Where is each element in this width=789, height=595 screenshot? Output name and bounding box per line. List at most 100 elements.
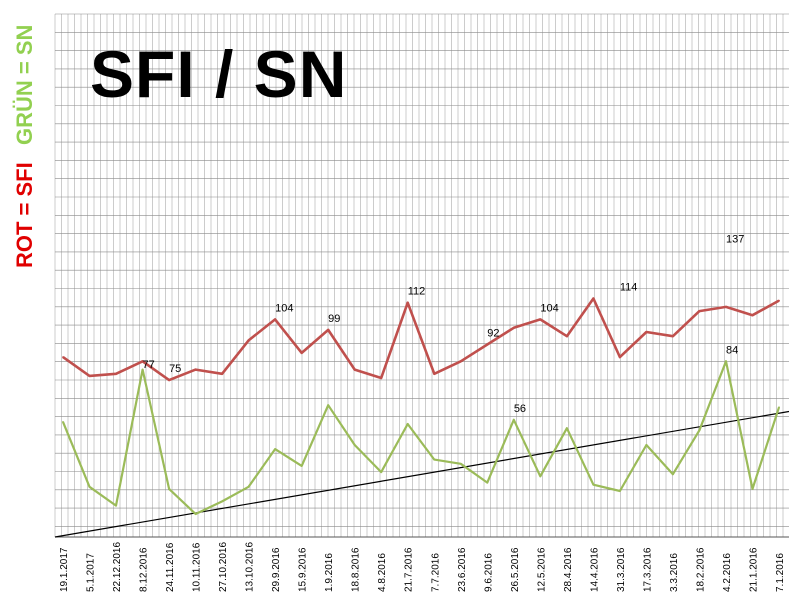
- x-tick-label: 5.1.2017: [86, 553, 97, 592]
- x-tick-label: 4.8.2016: [377, 553, 388, 592]
- data-point-sfi: [327, 328, 330, 331]
- data-point-sn: [672, 473, 674, 476]
- data-point-sn: [778, 406, 780, 409]
- data-label: 75: [169, 363, 181, 375]
- data-point-sfi: [406, 301, 409, 304]
- data-point-sn: [88, 485, 91, 488]
- x-tick-label: 12.5.2016: [536, 547, 547, 592]
- x-tick-label: 18.8.2016: [351, 547, 362, 592]
- x-tick-label: 21.7.2016: [404, 547, 415, 592]
- data-point-sn: [406, 423, 409, 425]
- data-point-sfi: [618, 356, 621, 358]
- x-tick-label: 22.12.2016: [112, 542, 123, 592]
- data-point-sn: [751, 487, 754, 490]
- data-label: 104: [540, 302, 558, 314]
- sn-legend-label: GRÜN = SN: [12, 24, 37, 145]
- x-tick-label: 10.11.2016: [192, 542, 203, 592]
- data-point-sn: [698, 429, 701, 432]
- data-point-sfi: [247, 339, 250, 342]
- data-point-sn: [327, 404, 330, 407]
- series-sn: [61, 360, 781, 516]
- data-point-sfi: [725, 305, 727, 308]
- data-point-sn: [353, 444, 356, 446]
- data-point-sfi: [88, 375, 91, 377]
- series-line-sfi: [62, 297, 780, 382]
- data-point-sn: [115, 504, 117, 507]
- data-point-sfi: [194, 368, 197, 371]
- data-point-sn: [62, 421, 64, 423]
- x-tick-label: 4.2.2016: [722, 553, 733, 592]
- sfi-legend-label: ROT = SFI: [12, 162, 37, 268]
- data-point-sfi: [141, 360, 144, 363]
- data-point-sn: [486, 481, 489, 484]
- x-tick-label: 31.3.2016: [616, 547, 627, 592]
- data-point-sfi: [645, 331, 648, 333]
- data-point-sfi: [168, 379, 170, 381]
- data-point-sn: [459, 462, 462, 465]
- data-label: 114: [620, 282, 638, 294]
- data-point-sn: [512, 418, 515, 421]
- x-tick-label: 18.2.2016: [695, 547, 706, 592]
- data-point-sfi: [433, 372, 436, 375]
- series-line-sn: [61, 360, 781, 516]
- data-label: 84: [726, 344, 738, 356]
- data-point-sfi: [539, 318, 542, 321]
- data-point-sfi: [62, 356, 64, 358]
- data-point-sn: [141, 368, 144, 371]
- data-point-sfi: [778, 299, 780, 302]
- series-sfi: [62, 297, 780, 382]
- data-point-sfi: [115, 372, 117, 375]
- x-tick-label: 7.7.2016: [430, 553, 441, 592]
- x-tick-label: 1.9.2016: [324, 553, 335, 592]
- data-point-sfi: [486, 343, 489, 346]
- data-point-sfi: [672, 335, 674, 338]
- left-strip: [0, 0, 55, 595]
- data-point-sn: [565, 427, 568, 430]
- data-point-sn: [247, 485, 250, 488]
- data-point-sfi: [221, 372, 224, 375]
- data-label: 112: [408, 286, 426, 298]
- data-point-sfi: [698, 310, 701, 312]
- data-point-sn: [168, 487, 170, 490]
- data-label: 137: [726, 233, 744, 245]
- x-axis-ticks: 19.1.2017 5.1.2017 22.12.2016 8.12.2016 24.1…: [59, 542, 786, 592]
- x-tick-label: 3.3.2016: [669, 553, 680, 592]
- data-point-sn: [618, 490, 621, 492]
- x-tick-label: 21.1.2016: [748, 547, 759, 592]
- data-point-sn: [539, 475, 542, 478]
- x-tick-label: 27.10.2016: [218, 542, 229, 592]
- data-point-sn: [380, 471, 383, 474]
- data-label: 99: [328, 313, 340, 325]
- data-label: 92: [487, 328, 499, 340]
- x-tick-label: 7.1.2016: [775, 553, 786, 592]
- data-point-sn: [300, 464, 303, 467]
- x-tick-label: 9.6.2016: [483, 553, 494, 592]
- data-point-sfi: [512, 326, 515, 329]
- data-point-sfi: [565, 335, 568, 338]
- data-point-sn: [725, 360, 727, 363]
- data-point-sfi: [274, 318, 277, 321]
- data-label: 104: [275, 302, 293, 314]
- data-point-sfi: [300, 352, 303, 354]
- x-tick-label: 13.10.2016: [245, 542, 256, 592]
- data-label: 77: [143, 359, 155, 371]
- data-point-sn: [194, 513, 197, 515]
- data-point-sfi: [751, 314, 754, 317]
- data-point-sn: [645, 444, 648, 446]
- data-point-sn: [274, 448, 277, 451]
- x-tick-label: 23.6.2016: [457, 547, 468, 592]
- data-point-sfi: [459, 360, 462, 363]
- x-tick-label: 19.1.2017: [59, 547, 70, 592]
- data-point-sfi: [353, 368, 356, 371]
- x-tick-label: 28.4.2016: [563, 547, 574, 592]
- data-point-sfi: [592, 297, 595, 300]
- data-point-sn: [433, 458, 436, 461]
- data-point-sn: [592, 483, 595, 486]
- grid: [54, 13, 789, 538]
- data-point-sfi: [380, 377, 383, 379]
- x-tick-label: 24.11.2016: [165, 542, 176, 592]
- x-tick-label: 15.9.2016: [298, 547, 309, 592]
- trend-line-segment: [54, 410, 789, 538]
- chart-title: SFI / SN: [90, 37, 348, 111]
